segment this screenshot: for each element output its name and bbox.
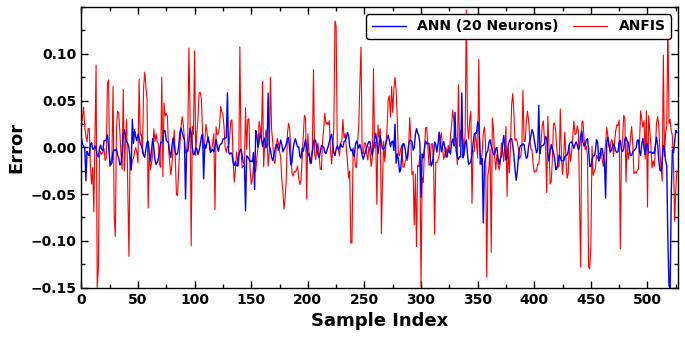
ANFIS: [445, 151, 453, 155]
Y-axis label: Error: Error: [7, 122, 25, 173]
Line: ANN (20 Neurons): ANN (20 Neurons): [82, 93, 677, 288]
X-axis label: Sample Index: Sample Index: [311, 312, 449, 330]
ANFIS: [470, 149, 478, 153]
ANFIS: [266, 75, 275, 79]
ANFIS: [462, 8, 471, 12]
ANN (20 Neurons): [673, 130, 681, 134]
ANFIS: [77, 125, 86, 129]
ANN (20 Neurons): [77, 136, 86, 140]
ANFIS: [93, 286, 101, 290]
ANN (20 Neurons): [445, 150, 453, 154]
ANFIS: [440, 153, 449, 157]
ANN (20 Neurons): [223, 91, 232, 95]
ANN (20 Neurons): [359, 157, 367, 161]
ANN (20 Neurons): [440, 145, 449, 149]
ANN (20 Neurons): [582, 138, 590, 142]
ANFIS: [359, 152, 367, 156]
ANN (20 Neurons): [469, 141, 477, 145]
ANFIS: [673, 169, 681, 173]
ANFIS: [584, 154, 592, 158]
Line: ANFIS: ANFIS: [82, 10, 677, 288]
ANN (20 Neurons): [666, 286, 674, 290]
Legend: ANN (20 Neurons), ANFIS: ANN (20 Neurons), ANFIS: [366, 14, 671, 39]
ANN (20 Neurons): [266, 148, 275, 152]
